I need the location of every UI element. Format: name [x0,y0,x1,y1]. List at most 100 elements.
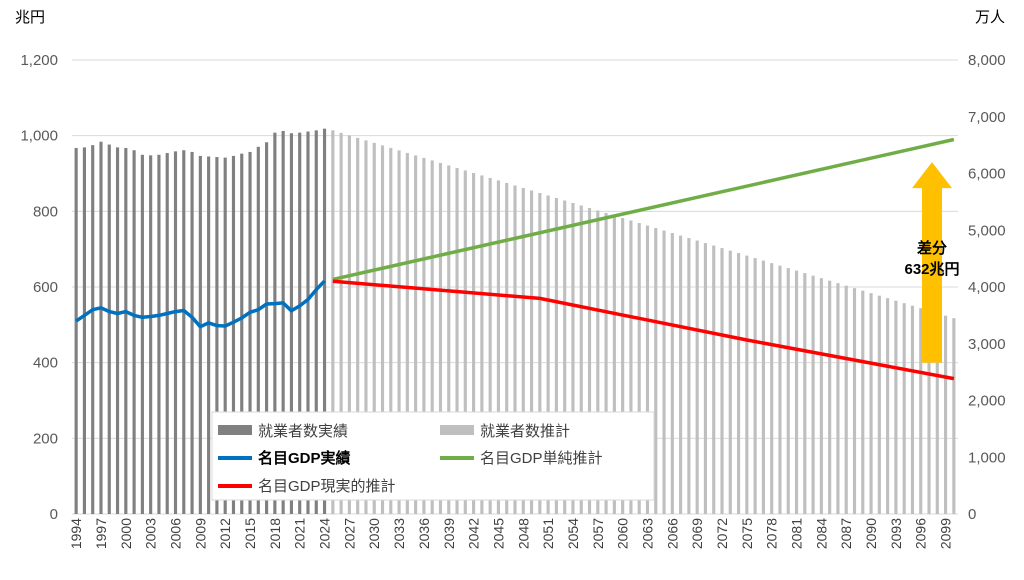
employment-forecast-bar [463,170,467,515]
employment-forecast-bar [604,213,608,515]
employment-forecast-bar [389,147,393,514]
legend-label-gdp-realistic: 名目GDP現実的推計 [258,478,396,495]
right-axis-unit: 万人 [975,9,1005,26]
employment-forecast-bar [447,165,451,514]
x-tick-label: 2048 [515,518,531,549]
employment-forecast-bar [505,182,509,515]
employment-forecast-bar [637,223,641,514]
employment-forecast-bar [695,240,699,515]
legend-label-gdp-simple: 名目GDP単純推計 [480,450,603,467]
employment-actual-bar [314,130,318,514]
employment-forecast-bar [455,167,459,514]
x-tick-label: 1994 [68,518,84,549]
employment-forecast-bar [571,203,575,514]
employment-forecast-bar [803,273,807,514]
employment-forecast-bar [778,265,782,514]
employment-forecast-bar [836,283,840,514]
employment-forecast-bar [819,278,823,514]
x-tick-label: 2069 [689,518,705,549]
employment-forecast-bar [372,142,376,515]
employment-actual-bar [173,151,178,514]
x-tick-label: 2021 [292,518,308,549]
employment-forecast-bar [886,298,890,514]
right-tick-label: 3,000 [968,336,1006,353]
right-tick-label: 0 [968,506,976,523]
employment-forecast-bar [761,260,765,514]
employment-actual-bar [322,128,327,515]
x-tick-label: 2033 [391,518,407,549]
employment-actual-bar [207,156,211,514]
employment-actual-bar [190,151,194,514]
employment-forecast-bar [405,152,409,514]
x-tick-label: 2012 [217,518,233,549]
employment-actual-bar [140,154,144,514]
employment-forecast-bar [529,190,534,514]
employment-forecast-bar [472,172,476,514]
x-tick-label: 2057 [590,518,606,549]
left-tick-label: 0 [50,506,58,523]
employment-forecast-bar [513,185,517,514]
employment-forecast-bar [554,197,558,515]
employment-actual-bar [273,132,277,514]
x-tick-label: 2030 [366,518,382,549]
left-tick-label: 1,200 [20,52,58,69]
left-tick-label: 1,000 [20,128,58,145]
employment-actual-bar [215,157,219,515]
employment-actual-bar [124,147,128,514]
x-tick-label: 2006 [168,518,184,549]
employment-forecast-bar [430,160,434,514]
employment-actual-bar [298,132,302,514]
x-tick-label: 2039 [441,518,457,549]
employment-actual-bar [99,141,103,514]
employment-actual-bars [74,128,327,515]
x-tick-label: 2084 [813,518,829,549]
left-tick-label: 200 [33,430,58,447]
employment-forecast-bar [621,218,625,514]
left-tick-label: 800 [33,203,58,220]
legend: 就業者数実績 就業者数推計 名目GDP実績 名目GDP単純推計 名目GDP現実的… [211,411,655,501]
employment-actual-bar [306,131,310,514]
employment-forecast-bar [612,215,616,514]
difference-arrow-icon [912,162,952,363]
employment-forecast-bar [587,208,592,514]
annotation-line2: 632兆円 [904,261,959,278]
employment-forecast-bar [538,192,542,514]
employment-forecast-bar [861,290,865,514]
employment-forecast-bar [563,200,567,514]
employment-actual-bar [256,146,260,514]
employment-forecast-bar [438,162,443,514]
employment-actual-bar [289,133,294,514]
employment-actual-bar [265,142,269,514]
x-tick-label: 2087 [838,518,854,549]
x-tick-label: 2054 [565,518,581,549]
x-tick-label: 2036 [416,518,432,549]
x-tick-label: 2063 [639,518,655,549]
employment-actual-bar [248,151,252,514]
x-tick-label: 2024 [317,518,333,549]
legend-swatch-forecast-employment [440,425,474,435]
employment-actual-bar [115,147,120,514]
employment-forecast-bar [745,255,749,514]
employment-forecast-bar [736,253,741,515]
employment-forecast-bar [703,243,708,514]
employment-forecast-bar [496,180,501,514]
employment-forecast-bar [596,210,600,515]
employment-forecast-bar [356,137,360,514]
x-tick-label: 2066 [664,518,680,549]
employment-forecast-bar [654,228,658,514]
gdp-realistic-line [332,279,955,381]
x-tick-label: 2015 [242,518,258,549]
left-tick-label: 600 [33,279,58,296]
employment-forecast-bar [728,250,732,514]
annotation-line1: 差分 [917,239,947,257]
x-tick-label: 2027 [341,518,357,549]
legend-box [211,411,655,501]
difference-annotation: 差分 632兆円 [904,162,960,363]
gdp-lines [75,137,955,381]
x-tick-label: 2045 [490,518,506,549]
right-tick-label: 2,000 [968,393,1006,410]
employment-forecast-bar [811,275,815,514]
employment-forecast-bar [852,288,857,514]
x-tick-label: 2078 [764,518,780,549]
legend-label-forecast-employment: 就業者数推計 [480,423,570,440]
